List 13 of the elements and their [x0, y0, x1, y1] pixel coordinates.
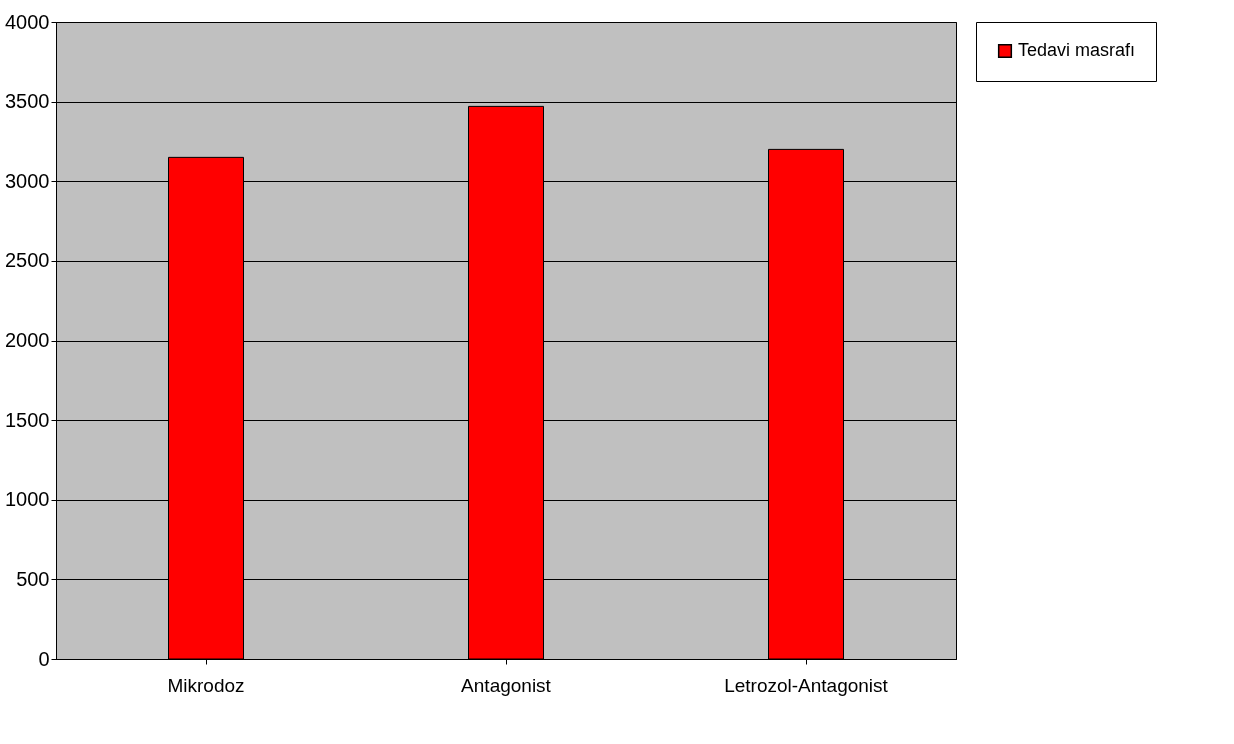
y-tick-label: 3000 — [5, 169, 50, 192]
y-tick-label: 0 — [38, 647, 50, 670]
x-tick-label: Antagonist — [461, 674, 552, 696]
y-tick-label: 500 — [16, 567, 50, 590]
y-tick-label: 1500 — [5, 408, 50, 431]
x-tick-label: Mikrodoz — [167, 674, 245, 696]
y-tick-label: 4000 — [5, 10, 50, 33]
y-tick-label: 1000 — [5, 488, 50, 511]
x-tick-label: Letrozol-Antagonist — [724, 674, 889, 696]
y-tick-label: 2000 — [5, 329, 50, 351]
legend-label: Tedavi masrafı — [1018, 40, 1136, 60]
y-tick-label: 2500 — [5, 249, 50, 272]
y-tick-label: 3500 — [5, 90, 50, 113]
